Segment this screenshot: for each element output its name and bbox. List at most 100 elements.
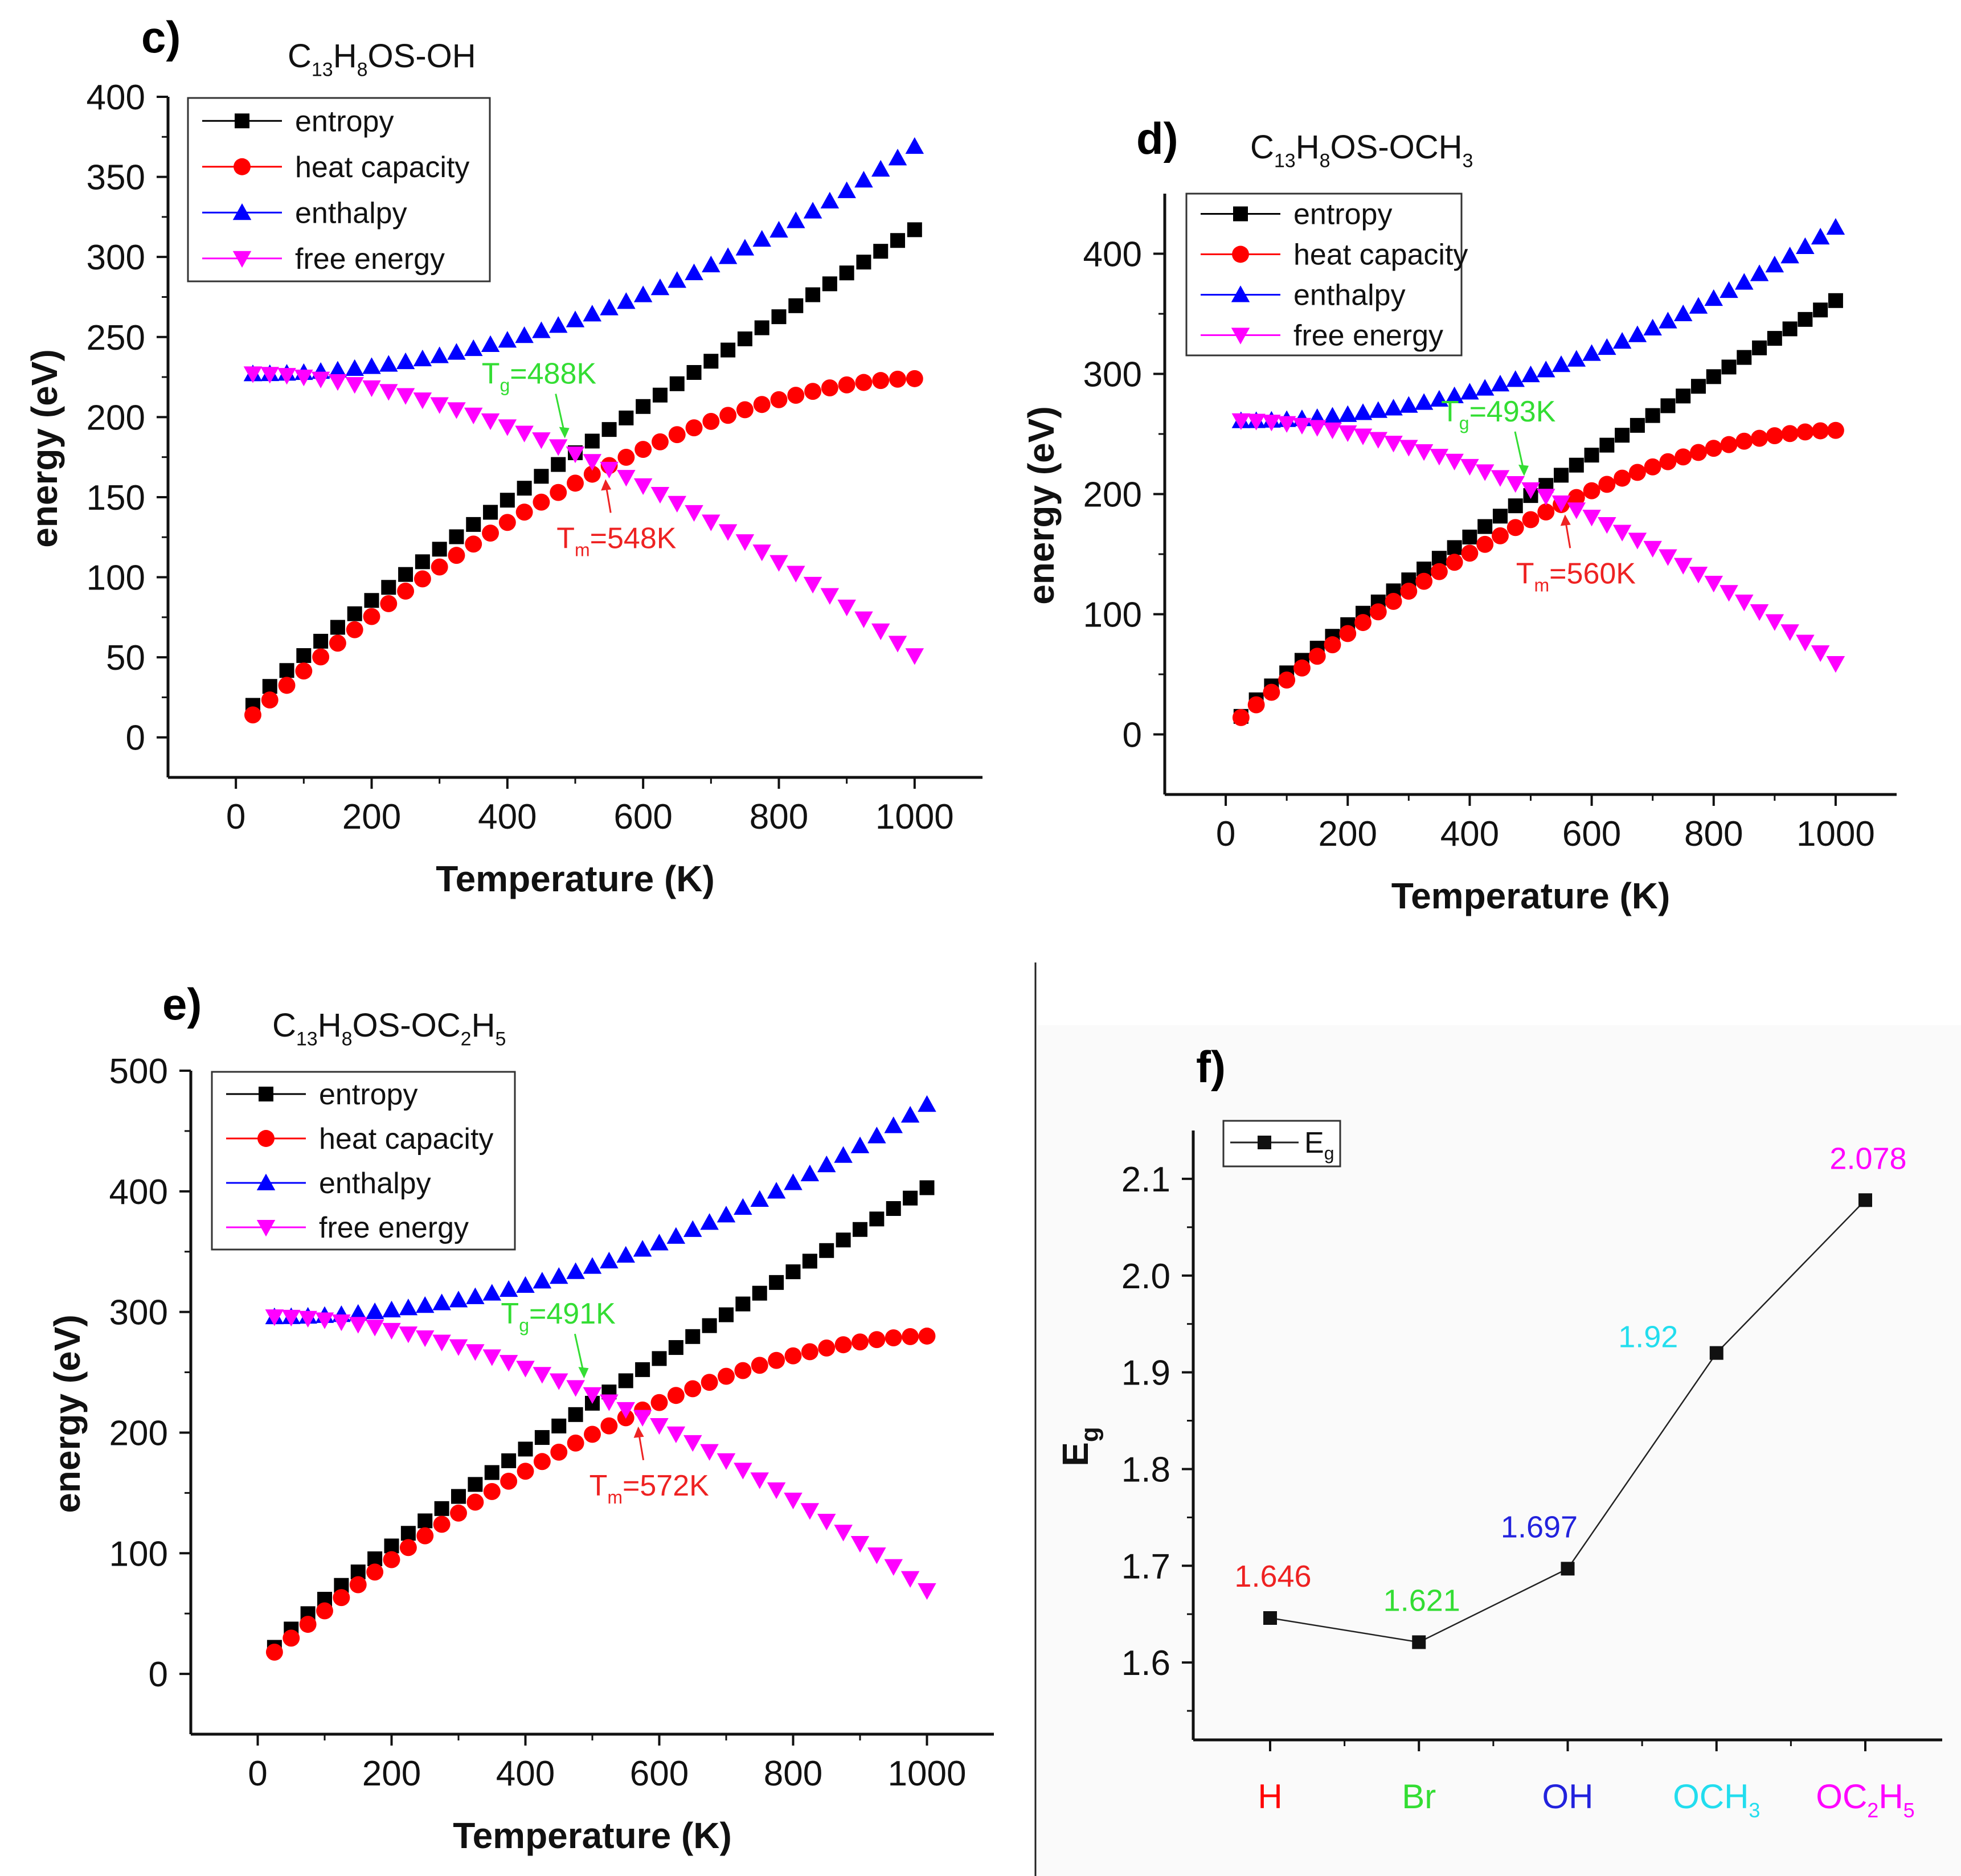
y-axis-title: energy (eV) — [47, 1314, 88, 1513]
data-point — [1492, 527, 1509, 544]
data-point — [784, 1173, 803, 1190]
data-point — [265, 1309, 284, 1326]
data-point — [600, 1417, 618, 1435]
data-point — [447, 402, 466, 419]
data-point — [482, 1349, 501, 1366]
data-point — [1263, 1611, 1277, 1625]
data-point — [1461, 544, 1479, 562]
data-point — [784, 1492, 803, 1510]
annotation-tg: Tg=493K — [1441, 395, 1556, 476]
annotation-label-part: =493K — [1469, 395, 1556, 428]
data-point — [430, 346, 449, 363]
legend-label: free energy — [319, 1211, 469, 1244]
data-point — [1813, 302, 1828, 318]
x-tick-label: 400 — [496, 1754, 555, 1793]
data-point — [802, 1254, 817, 1269]
data-point — [918, 1095, 936, 1112]
data-point — [1673, 304, 1693, 321]
data-point — [1673, 558, 1693, 575]
data-point — [702, 1318, 717, 1333]
data-point — [1598, 476, 1616, 493]
data-point — [767, 1482, 786, 1500]
data-point — [600, 461, 619, 479]
data-point — [1796, 237, 1815, 255]
data-point — [720, 342, 736, 358]
data-point — [382, 1300, 401, 1318]
data-point — [1554, 468, 1569, 483]
data-point — [516, 1361, 535, 1378]
data-point — [700, 1213, 719, 1230]
data-point — [482, 525, 499, 542]
series-heat-capacity — [244, 370, 923, 724]
data-point — [686, 364, 702, 380]
legend-label: heat capacity — [295, 151, 469, 184]
panel-title-part: 13 — [296, 1028, 318, 1050]
data-point — [868, 1331, 886, 1349]
panel-letter: f) — [1196, 1042, 1226, 1092]
data-point — [1292, 417, 1312, 435]
data-point — [820, 588, 840, 605]
data-point — [1796, 634, 1815, 652]
data-point — [365, 1302, 384, 1320]
data-point — [770, 391, 788, 408]
category-label-part: 3 — [1749, 1799, 1760, 1822]
legend: entropy heat capacity enthalpy free energy — [1185, 192, 1468, 357]
data-point — [1567, 489, 1585, 506]
category-label: Br — [1402, 1777, 1436, 1816]
data-point — [821, 379, 838, 397]
y-tick-label: 100 — [109, 1534, 168, 1574]
panel-letter: e) — [162, 979, 202, 1029]
data-point — [889, 370, 906, 388]
data-point — [384, 1538, 399, 1554]
data-point — [1569, 457, 1584, 473]
data-point — [668, 426, 686, 444]
annotation-label: Tm=572K — [589, 1469, 710, 1508]
annotation-tm: Tm=572K — [589, 1426, 710, 1508]
data-point — [1659, 312, 1677, 329]
data-point — [332, 1314, 351, 1332]
data-point — [550, 484, 567, 501]
data-point — [1811, 645, 1830, 662]
annotation-label-part: T — [482, 358, 500, 391]
data-point — [1735, 273, 1754, 290]
data-point — [1675, 448, 1692, 466]
data-point — [718, 524, 738, 541]
y-tick-label: 100 — [1083, 596, 1142, 635]
data-point — [633, 1240, 652, 1257]
data-point — [1506, 476, 1525, 493]
x-tick-label: 1000 — [888, 1754, 967, 1793]
data-point — [500, 1472, 518, 1490]
data-point — [616, 1402, 635, 1419]
data-point — [751, 1357, 768, 1374]
data-point — [1231, 413, 1251, 431]
data-point — [1599, 437, 1615, 453]
x-tick-label: 200 — [342, 797, 401, 837]
data-point — [767, 1182, 786, 1199]
y-tick-label: 1.8 — [1121, 1450, 1170, 1489]
data-point — [396, 388, 415, 405]
y-tick-label: 2.0 — [1121, 1257, 1170, 1296]
data-point — [618, 1373, 633, 1388]
data-point — [685, 1329, 701, 1344]
panel-title: C13H8OS-OH — [288, 38, 476, 80]
data-point — [583, 465, 601, 483]
data-point — [1628, 533, 1647, 550]
y-tick-label: 400 — [1083, 235, 1142, 275]
panel-f: f)1.61.71.81.92.02.1H Br OH OCH3 OC2H5Eg1.64… — [1055, 1042, 1942, 1822]
x-tick-label: 0 — [1216, 814, 1235, 854]
data-point — [566, 1380, 585, 1397]
y-tick-label: 100 — [87, 559, 145, 598]
data-point — [702, 412, 720, 430]
data-point — [771, 309, 787, 325]
legend-label: entropy — [295, 105, 394, 138]
data-point — [1475, 464, 1495, 481]
y-tick-label: 200 — [109, 1414, 168, 1453]
data-point — [415, 554, 430, 570]
data-point — [784, 1347, 802, 1365]
data-point — [822, 276, 837, 292]
data-point — [1704, 575, 1723, 593]
data-point — [333, 1589, 350, 1607]
data-point — [1338, 405, 1357, 422]
data-point — [635, 1362, 650, 1377]
